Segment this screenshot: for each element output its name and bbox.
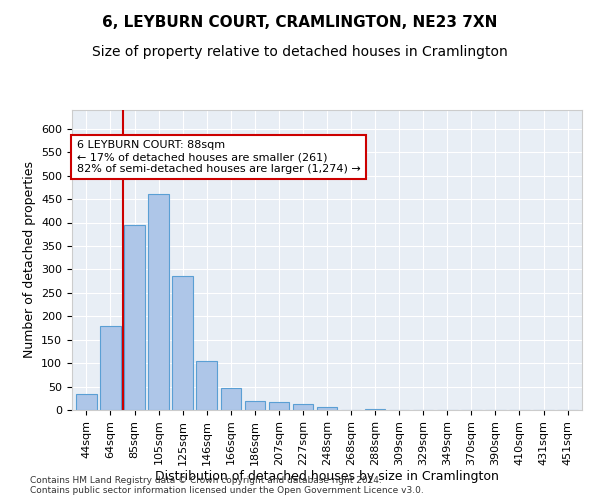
Bar (365, 408, 385, 410)
Bar (269, 402, 289, 410)
Bar (245, 400, 265, 410)
Y-axis label: Number of detached properties: Number of detached properties (23, 162, 35, 358)
Bar (124, 225, 145, 410)
Text: 6, LEYBURN COURT, CRAMLINGTON, NE23 7XN: 6, LEYBURN COURT, CRAMLINGTON, NE23 7XN (103, 15, 497, 30)
Bar (221, 388, 241, 410)
Text: Size of property relative to detached houses in Cramlington: Size of property relative to detached ho… (92, 45, 508, 59)
Text: Contains HM Land Registry data © Crown copyright and database right 2024.
Contai: Contains HM Land Registry data © Crown c… (30, 476, 424, 495)
Bar (317, 406, 337, 410)
X-axis label: Distribution of detached houses by size in Cramlington: Distribution of detached houses by size … (155, 470, 499, 484)
Bar (148, 194, 169, 410)
Bar (100, 326, 121, 410)
Bar (293, 404, 313, 410)
Text: 6 LEYBURN COURT: 88sqm
← 17% of detached houses are smaller (261)
82% of semi-de: 6 LEYBURN COURT: 88sqm ← 17% of detached… (77, 140, 361, 173)
Bar (196, 361, 217, 410)
Bar (172, 276, 193, 410)
Bar (76, 394, 97, 410)
